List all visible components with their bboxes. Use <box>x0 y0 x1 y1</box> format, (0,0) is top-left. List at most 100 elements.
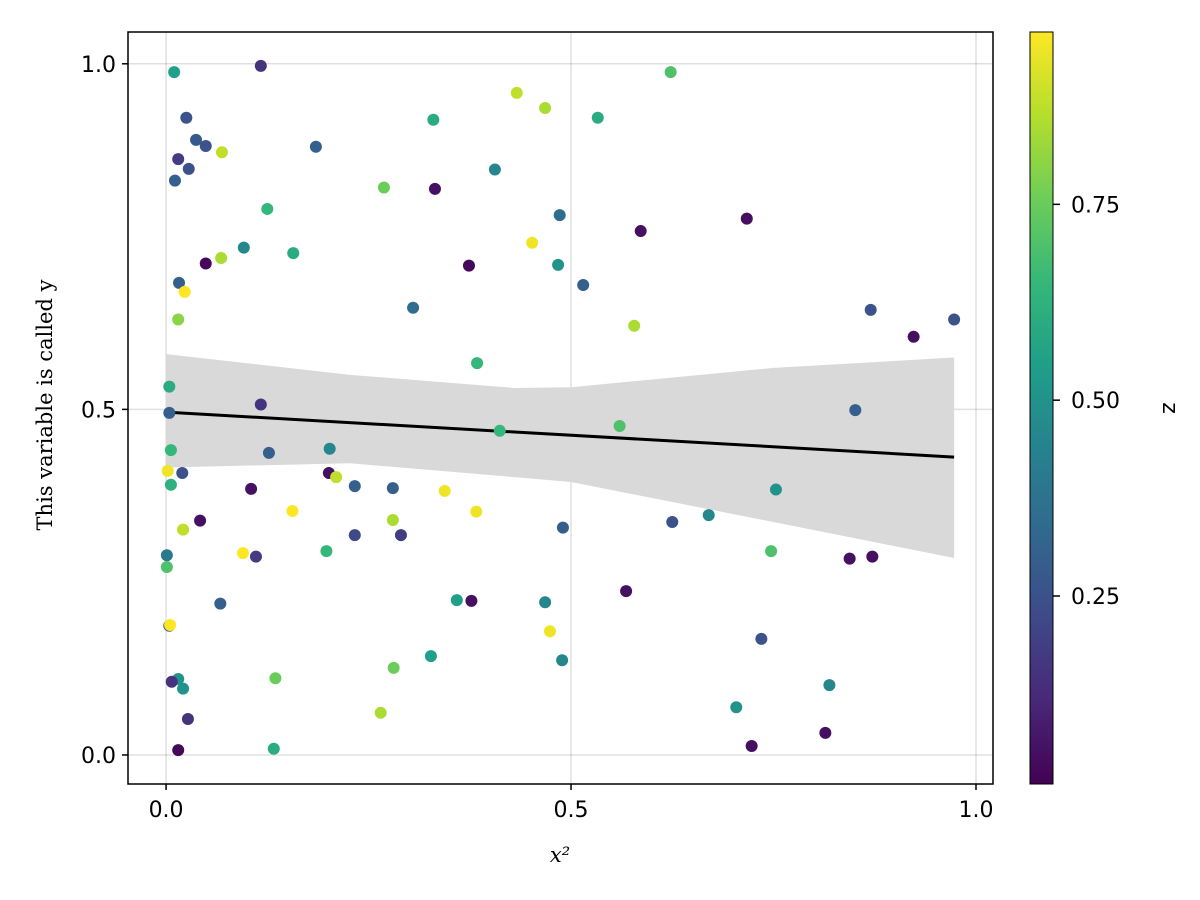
y-tick-label: 0.0 <box>81 744 116 769</box>
data-point <box>428 182 441 195</box>
data-point <box>438 484 451 497</box>
data-point <box>309 140 322 153</box>
y-tick-label: 1.0 <box>81 53 116 78</box>
data-point <box>553 209 566 222</box>
data-point <box>755 632 768 645</box>
data-point <box>323 442 336 455</box>
data-point <box>254 398 267 411</box>
data-point <box>543 625 556 638</box>
data-point <box>471 357 484 370</box>
data-point <box>269 672 282 685</box>
data-point <box>407 301 420 314</box>
data-point <box>526 236 539 249</box>
data-point <box>552 258 565 271</box>
data-point <box>165 675 178 688</box>
data-point <box>613 419 626 432</box>
data-point <box>386 513 399 526</box>
data-point <box>160 549 173 562</box>
data-point <box>556 654 569 667</box>
data-point <box>168 66 181 79</box>
data-point <box>907 330 920 343</box>
data-point <box>823 679 836 692</box>
data-point <box>267 742 280 755</box>
y-tick-label: 0.5 <box>81 398 116 423</box>
data-point <box>864 303 877 316</box>
x-tick-label: 1.0 <box>958 798 993 823</box>
data-point <box>374 706 387 719</box>
data-point <box>462 259 475 272</box>
data-point <box>164 619 177 632</box>
data-point <box>488 163 501 176</box>
data-point <box>249 550 262 563</box>
data-point <box>215 146 228 159</box>
data-point <box>386 482 399 495</box>
data-point <box>214 597 227 610</box>
data-point <box>163 380 176 393</box>
x-axis-label: x² <box>550 843 570 867</box>
data-point <box>348 529 361 542</box>
data-point <box>160 560 173 573</box>
data-point <box>173 276 186 289</box>
data-point <box>745 739 758 752</box>
data-point <box>628 319 641 332</box>
data-point <box>163 406 176 419</box>
data-point <box>666 516 679 529</box>
data-point <box>427 113 440 126</box>
colorbar-axis: 0.25 0.50 0.75 <box>1053 193 1120 610</box>
data-point <box>765 545 778 558</box>
data-point <box>286 504 299 517</box>
data-point <box>849 404 862 417</box>
data-point <box>178 285 191 298</box>
data-point <box>424 650 437 663</box>
data-point <box>172 744 185 757</box>
data-point <box>634 225 647 238</box>
data-point <box>164 478 177 491</box>
data-point <box>470 505 483 518</box>
data-point <box>245 482 258 495</box>
data-point <box>262 446 275 459</box>
data-point <box>510 86 523 99</box>
x-axis: 0.0 0.5 1.0 <box>149 784 993 823</box>
data-point <box>237 241 250 254</box>
y-axis-label: This variable is called y <box>33 279 57 530</box>
data-point <box>168 174 181 187</box>
data-point <box>730 701 743 714</box>
data-point <box>493 424 506 437</box>
data-point <box>387 661 400 674</box>
data-point <box>450 594 463 607</box>
data-point <box>320 545 333 558</box>
data-point <box>261 202 274 215</box>
data-point <box>199 257 212 270</box>
colorbar <box>1029 31 1054 785</box>
x-tick-label: 0.5 <box>554 798 589 823</box>
data-point <box>620 585 633 598</box>
data-point <box>237 547 250 560</box>
data-point <box>591 111 604 124</box>
points <box>160 59 961 757</box>
data-point <box>465 594 478 607</box>
data-point <box>377 181 390 194</box>
plot-frame <box>127 31 994 785</box>
colorbar-tick-label: 0.75 <box>1071 193 1120 218</box>
data-point <box>769 483 782 496</box>
data-point <box>539 102 552 115</box>
colorbar-label: z <box>1157 402 1182 414</box>
data-point <box>866 550 879 563</box>
data-point <box>177 682 190 695</box>
data-point <box>190 133 203 146</box>
data-point <box>177 523 190 536</box>
data-point <box>181 713 194 726</box>
data-point <box>172 313 185 326</box>
data-point <box>577 278 590 291</box>
data-point <box>556 521 569 534</box>
data-point <box>164 444 177 457</box>
data-point <box>843 552 856 565</box>
colorbar-tick-label: 0.25 <box>1071 585 1120 610</box>
data-point <box>199 140 212 153</box>
y-axis: 0.0 0.5 1.0 <box>81 53 128 769</box>
data-point <box>819 726 832 739</box>
data-point <box>194 514 207 527</box>
data-point <box>182 162 195 175</box>
data-point <box>254 59 267 72</box>
